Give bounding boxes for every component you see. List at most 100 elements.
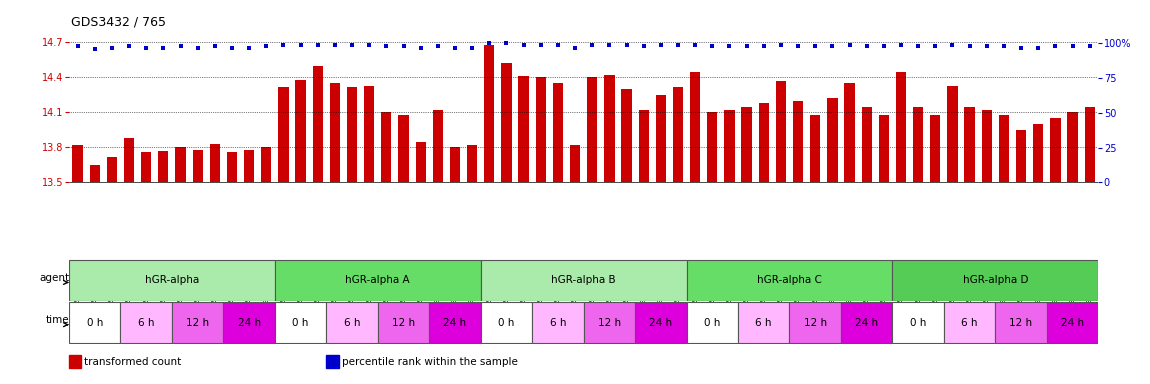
Point [1012,45,1030,51]
Text: 12 h: 12 h [598,318,621,328]
Text: time: time [45,315,69,326]
Bar [519,76,529,182]
Point [978,43,996,49]
Text: 24 h: 24 h [1061,318,1084,328]
Bar [313,66,323,182]
Bar [365,86,375,182]
Bar [586,77,597,182]
Text: 0 h: 0 h [86,318,102,328]
Point [754,43,773,49]
Text: agent: agent [39,273,69,283]
FancyBboxPatch shape [275,260,481,301]
Text: 0 h: 0 h [498,318,514,328]
Text: percentile rank within the sample: percentile rank within the sample [342,357,518,367]
Bar [159,151,169,182]
Bar [124,138,135,182]
Text: transformed count: transformed count [84,357,182,367]
Bar [792,101,803,182]
Point [480,40,498,46]
Bar [227,152,237,182]
Text: 24 h: 24 h [444,318,467,328]
Bar [742,106,752,182]
FancyBboxPatch shape [944,302,995,343]
Point [566,45,584,51]
Point [841,42,859,48]
Point [583,42,601,48]
Bar [604,75,614,182]
Bar [347,87,358,182]
Point [737,43,756,49]
Bar [673,87,683,182]
Bar [1084,106,1095,182]
Bar [278,87,289,182]
Point [549,42,567,48]
Text: 6 h: 6 h [550,318,566,328]
Point [206,43,224,49]
FancyBboxPatch shape [892,302,944,343]
Bar [1067,113,1078,182]
FancyBboxPatch shape [121,302,172,343]
Point [960,43,979,49]
Point [1029,45,1048,51]
Point [68,43,86,49]
Point [308,42,327,48]
Bar [467,145,477,182]
FancyBboxPatch shape [481,260,687,301]
Bar [982,110,992,182]
Bar [398,115,408,182]
Bar [965,106,975,182]
Point [1046,43,1065,49]
Point [240,45,259,51]
Text: hGR-alpha D: hGR-alpha D [963,275,1028,285]
Point [325,42,344,48]
Bar [72,145,83,182]
Bar [536,77,546,182]
FancyBboxPatch shape [532,302,583,343]
Point [908,43,927,49]
Point [343,42,361,48]
Text: 24 h: 24 h [856,318,879,328]
Point [258,43,276,49]
Bar [998,115,1009,182]
Bar [948,86,958,182]
Point [943,42,961,48]
Bar [141,152,152,182]
Bar [432,110,443,182]
Bar [776,81,787,182]
Text: 6 h: 6 h [756,318,772,328]
Text: 0 h: 0 h [704,318,720,328]
Bar [844,83,854,182]
Bar [724,110,735,182]
FancyBboxPatch shape [69,302,121,343]
FancyBboxPatch shape [69,260,275,301]
Point [720,43,738,49]
Point [1064,43,1082,49]
Bar [1015,130,1026,182]
Bar [90,165,100,182]
Text: hGR-alpha: hGR-alpha [145,275,199,285]
Point [703,43,721,49]
Point [652,42,670,48]
Bar [810,115,820,182]
Point [926,43,944,49]
Point [377,43,396,49]
Text: 12 h: 12 h [804,318,827,328]
Bar [501,63,512,182]
FancyBboxPatch shape [275,302,327,343]
FancyBboxPatch shape [583,302,635,343]
Point [429,43,447,49]
Bar [415,142,426,182]
Point [858,43,876,49]
Text: GDS3432 / 765: GDS3432 / 765 [71,15,167,28]
Bar [484,45,494,182]
Bar [896,71,906,182]
FancyBboxPatch shape [377,302,429,343]
Bar [759,103,769,182]
Point [102,45,121,51]
Point [891,42,910,48]
FancyBboxPatch shape [635,302,687,343]
Text: 6 h: 6 h [344,318,360,328]
Text: hGR-alpha C: hGR-alpha C [757,275,822,285]
Text: 12 h: 12 h [1010,318,1033,328]
Bar [261,147,271,182]
